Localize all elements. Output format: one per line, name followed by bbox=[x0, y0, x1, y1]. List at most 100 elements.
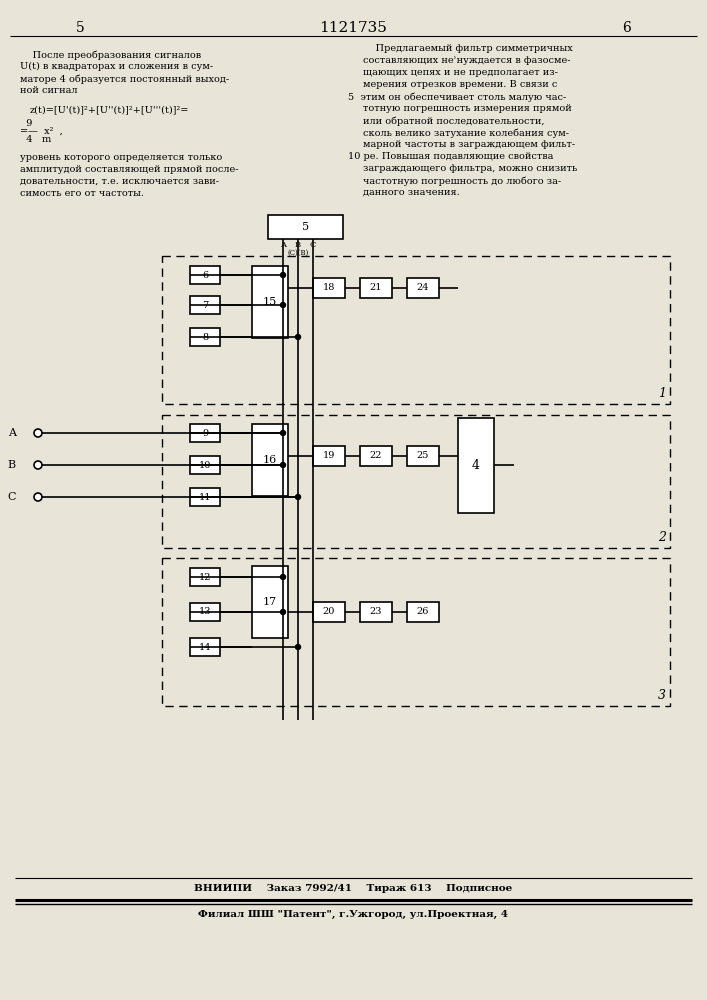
Circle shape bbox=[281, 272, 286, 277]
Text: 24: 24 bbox=[416, 284, 429, 292]
Circle shape bbox=[296, 494, 300, 499]
Text: заграждающего фильтра, можно снизить: заграждающего фильтра, можно снизить bbox=[363, 164, 577, 173]
Text: тотную погрешность измерения прямой: тотную погрешность измерения прямой bbox=[363, 104, 572, 113]
Bar bbox=[190, 638, 220, 656]
Text: C: C bbox=[310, 241, 316, 249]
Text: C: C bbox=[8, 492, 16, 502]
Text: 11: 11 bbox=[199, 492, 211, 502]
Text: симость его от частоты.: симость его от частоты. bbox=[20, 189, 144, 198]
Text: амплитудой составляющей прямой после-: амплитудой составляющей прямой после- bbox=[20, 165, 238, 174]
Bar bbox=[407, 278, 439, 298]
Text: A: A bbox=[280, 241, 286, 249]
Text: 20: 20 bbox=[323, 607, 335, 616]
Text: B: B bbox=[8, 460, 16, 470]
Text: 19: 19 bbox=[323, 452, 335, 460]
Bar bbox=[190, 328, 220, 346]
Text: 9: 9 bbox=[20, 119, 33, 128]
Text: 25: 25 bbox=[417, 452, 429, 460]
Bar bbox=[252, 566, 288, 638]
Text: 1: 1 bbox=[658, 387, 666, 400]
Text: 12: 12 bbox=[199, 572, 211, 582]
Text: 14: 14 bbox=[199, 643, 211, 652]
Bar bbox=[360, 446, 392, 466]
Text: 13: 13 bbox=[199, 607, 211, 616]
Circle shape bbox=[281, 302, 286, 308]
Circle shape bbox=[34, 429, 42, 437]
Bar bbox=[458, 418, 494, 513]
Text: составляющих неʾнуждается в фазосме-: составляющих неʾнуждается в фазосме- bbox=[363, 56, 571, 65]
Text: 7: 7 bbox=[202, 300, 208, 310]
Text: марной частоты в заграждающем фильт-: марной частоты в заграждающем фильт- bbox=[363, 140, 575, 149]
Text: После преобразования сигналов: После преобразования сигналов bbox=[20, 50, 201, 60]
Text: U(t) в квадраторах и сложения в сум-: U(t) в квадраторах и сложения в сум- bbox=[20, 62, 213, 71]
Circle shape bbox=[281, 609, 286, 614]
Circle shape bbox=[281, 574, 286, 580]
Text: 5  этим он обеспечивает столь малую час-: 5 этим он обеспечивает столь малую час- bbox=[348, 92, 566, 102]
Bar bbox=[190, 488, 220, 506]
Bar bbox=[313, 278, 345, 298]
Text: 10: 10 bbox=[199, 460, 211, 470]
Circle shape bbox=[296, 334, 300, 340]
Text: A: A bbox=[8, 428, 16, 438]
Bar bbox=[268, 215, 343, 239]
Text: сколь велико затухание колебания сум-: сколь велико затухание колебания сум- bbox=[363, 128, 569, 137]
Bar bbox=[190, 568, 220, 586]
Bar bbox=[162, 415, 670, 548]
Text: 16: 16 bbox=[263, 455, 277, 465]
Bar bbox=[252, 424, 288, 496]
Text: 8: 8 bbox=[202, 332, 208, 342]
Text: щающих цепях и не предполагает из-: щающих цепях и не предполагает из- bbox=[363, 68, 558, 77]
Text: 26: 26 bbox=[417, 607, 429, 616]
Text: частотную погрешность до любого за-: частотную погрешность до любого за- bbox=[363, 176, 561, 186]
Bar bbox=[190, 424, 220, 442]
Text: уровень которого определяется только: уровень которого определяется только bbox=[20, 153, 222, 162]
Bar bbox=[190, 603, 220, 621]
Bar bbox=[407, 446, 439, 466]
Text: 3: 3 bbox=[658, 689, 666, 702]
Text: =—  x²  ,: =— x² , bbox=[20, 127, 63, 136]
Text: 23: 23 bbox=[370, 607, 382, 616]
Bar bbox=[162, 558, 670, 706]
Text: ВНИИПИ    Заказ 7992/41    Тираж 613    Подписное: ВНИИПИ Заказ 7992/41 Тираж 613 Подписное bbox=[194, 884, 512, 893]
Text: 6: 6 bbox=[202, 270, 208, 279]
Text: ной сигнал: ной сигнал bbox=[20, 86, 78, 95]
Text: 1121735: 1121735 bbox=[319, 21, 387, 35]
Text: или обратной последовательности,: или обратной последовательности, bbox=[363, 116, 544, 125]
Bar bbox=[360, 602, 392, 622]
Text: 22: 22 bbox=[370, 452, 382, 460]
Text: 6: 6 bbox=[623, 21, 631, 35]
Circle shape bbox=[281, 462, 286, 468]
Text: z(t)=[U'(t)]²+[U''(t)]²+[U'''(t)]²=: z(t)=[U'(t)]²+[U''(t)]²+[U'''(t)]²= bbox=[30, 105, 189, 114]
Bar bbox=[252, 266, 288, 338]
Text: 5: 5 bbox=[302, 222, 309, 232]
Text: 4   m: 4 m bbox=[20, 135, 51, 144]
Circle shape bbox=[34, 493, 42, 501]
Text: 4: 4 bbox=[472, 459, 480, 472]
Text: Предлагаемый фильтр симметричных: Предлагаемый фильтр симметричных bbox=[363, 44, 573, 53]
Text: мерения отрезков времени. В связи с: мерения отрезков времени. В связи с bbox=[363, 80, 557, 89]
Bar bbox=[313, 602, 345, 622]
Text: 18: 18 bbox=[323, 284, 335, 292]
Bar bbox=[360, 278, 392, 298]
Text: (C)(B): (C)(B) bbox=[287, 249, 309, 257]
Text: 17: 17 bbox=[263, 597, 277, 607]
Text: 21: 21 bbox=[370, 284, 382, 292]
Bar bbox=[162, 256, 670, 404]
Bar bbox=[190, 456, 220, 474]
Circle shape bbox=[34, 461, 42, 469]
Text: 10 ре. Повышая подавляющие свойства: 10 ре. Повышая подавляющие свойства bbox=[348, 152, 554, 161]
Text: довательности, т.е. исключается зави-: довательности, т.е. исключается зави- bbox=[20, 177, 219, 186]
Bar bbox=[313, 446, 345, 466]
Text: Филиал ШШ "Патент", г.Ужгород, ул.Проектная, 4: Филиал ШШ "Патент", г.Ужгород, ул.Проект… bbox=[198, 910, 508, 919]
Circle shape bbox=[296, 645, 300, 650]
Text: данного значения.: данного значения. bbox=[363, 188, 460, 197]
Text: 2: 2 bbox=[658, 531, 666, 544]
Text: B: B bbox=[295, 241, 301, 249]
Circle shape bbox=[281, 430, 286, 436]
Bar bbox=[190, 296, 220, 314]
Bar bbox=[407, 602, 439, 622]
Text: 5: 5 bbox=[76, 21, 84, 35]
Text: маторе 4 образуется постоянный выход-: маторе 4 образуется постоянный выход- bbox=[20, 74, 229, 84]
Text: 9: 9 bbox=[202, 428, 208, 438]
Text: 15: 15 bbox=[263, 297, 277, 307]
